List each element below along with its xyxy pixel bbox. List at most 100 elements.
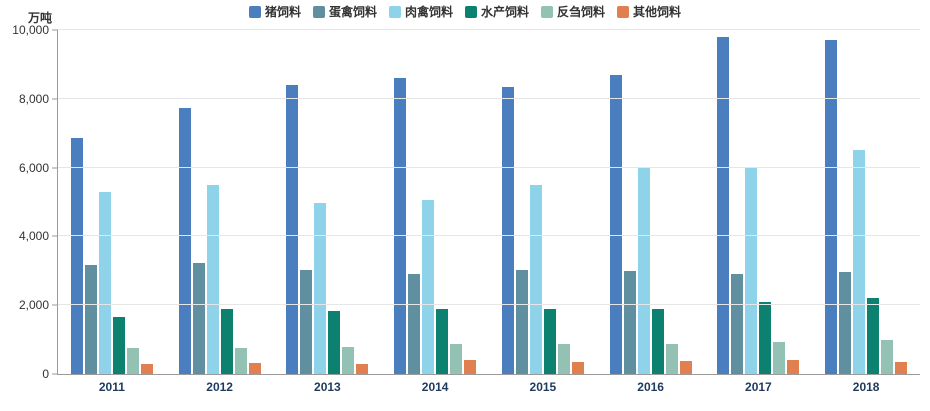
- bar-series-1-2016: [623, 270, 636, 374]
- bar-series-0-2014: [394, 78, 407, 374]
- bar-series-2-2011: [98, 191, 111, 374]
- bar-series-4-2012: [234, 347, 247, 374]
- legend-item-0[interactable]: 猪饲料: [248, 3, 301, 20]
- bar-series-2-2018: [853, 150, 866, 374]
- bar-series-0-2013: [286, 85, 299, 374]
- plot-area: 2011 2012 2013 2014 2015 2016 2017 2018 0 2,000 4…: [12, 23, 920, 394]
- y-tick-label: 6,000: [18, 160, 49, 175]
- bar-series-5-2016: [679, 360, 692, 374]
- bar-series-0-2016: [609, 74, 622, 374]
- legend-label: 其他饲料: [633, 5, 682, 19]
- bar-group-2016: 2016: [597, 30, 705, 394]
- bar-series-0-2011: [70, 138, 83, 374]
- bar-series-3-2014: [436, 308, 449, 374]
- legend-swatch-icon: [617, 5, 630, 18]
- bar-series-2-2017: [745, 167, 758, 374]
- bar-series-1-2014: [408, 274, 421, 374]
- chart-legend: 猪饲料 蛋禽饲料 肉禽饲料 水产饲料 反刍饲料 其他饲料: [0, 3, 930, 20]
- bar-series-0-2015: [501, 86, 514, 374]
- y-axis-tick-mark: [52, 304, 58, 306]
- legend-label: 猪饲料: [264, 5, 301, 19]
- bar-series-2-2012: [206, 184, 219, 374]
- bar-series-4-2018: [881, 339, 894, 374]
- y-tick-label: 4,000: [18, 229, 49, 244]
- bars-2015: [501, 30, 584, 374]
- bar-series-0-2018: [825, 39, 838, 374]
- bar-series-0-2012: [178, 108, 191, 374]
- x-axis-label-2017: 2017: [745, 380, 772, 394]
- bar-series-5-2011: [140, 363, 153, 374]
- gridline: [58, 166, 920, 168]
- legend-swatch-icon: [465, 5, 477, 18]
- x-axis-label-2012: 2012: [206, 380, 233, 394]
- legend-item-5[interactable]: 其他饲料: [617, 3, 681, 20]
- bar-series-3-2011: [112, 317, 125, 374]
- bar-series-5-2015: [571, 361, 584, 374]
- legend-label: 蛋禽饲料: [328, 5, 377, 19]
- legend-label: 反刍饲料: [557, 5, 606, 19]
- bar-series-4-2016: [665, 343, 678, 374]
- bar-group-2011: 2011: [58, 30, 166, 394]
- bar-series-2-2014: [422, 200, 435, 374]
- bar-series-1-2013: [300, 270, 313, 374]
- bar-series-3-2012: [220, 309, 233, 374]
- bars-2011: [70, 30, 153, 374]
- bar-series-1-2018: [839, 272, 852, 374]
- x-axis-label-2018: 2018: [852, 380, 880, 394]
- gridline: [58, 235, 920, 237]
- bar-series-5-2017: [787, 360, 800, 374]
- y-tick-label: 0: [42, 367, 49, 381]
- y-axis-unit-label: 万吨: [28, 11, 53, 25]
- bar-series-2-2015: [529, 184, 542, 374]
- y-tick-label: 2,000: [18, 298, 49, 313]
- bar-series-5-2012: [248, 363, 261, 374]
- y-tick-label: 10,000: [12, 23, 49, 37]
- bar-series-3-2018: [867, 298, 880, 374]
- bars-2013: [286, 30, 369, 374]
- bar-series-0-2017: [717, 36, 730, 374]
- plot-wrap: 2011 2012 2013 2014 2015 2016 2017 2018 0 2,000 4…: [12, 23, 920, 394]
- bar-series-4-2013: [342, 346, 355, 374]
- legend-item-4[interactable]: 反刍饲料: [541, 3, 605, 20]
- bar-group-2013: 2013: [274, 30, 382, 394]
- bar-series-3-2015: [543, 309, 556, 374]
- bar-series-2-2013: [314, 202, 327, 374]
- y-axis-tick-mark: [52, 29, 58, 31]
- bars-2012: [178, 30, 261, 374]
- legend-label: 水产饲料: [481, 5, 530, 19]
- x-axis-label-2015: 2015: [529, 380, 557, 394]
- bar-series-5-2014: [464, 360, 477, 374]
- bar-series-3-2013: [328, 310, 341, 374]
- gridline: [58, 29, 920, 30]
- bar-group-2012: 2012: [166, 30, 274, 394]
- bar-series-1-2012: [192, 263, 205, 374]
- bar-group-2014: 2014: [381, 30, 489, 394]
- y-tick-label: 8,000: [18, 91, 49, 106]
- legend-item-3[interactable]: 水产饲料: [465, 3, 529, 20]
- bars-2016: [609, 30, 692, 374]
- bar-series-1-2011: [84, 265, 97, 374]
- bar-group-2015: 2015: [489, 30, 597, 394]
- bar-series-1-2017: [731, 273, 744, 374]
- bar-series-3-2017: [759, 302, 772, 374]
- bar-series-4-2015: [557, 343, 570, 374]
- gridline: [58, 304, 920, 306]
- legend-swatch-icon: [388, 5, 401, 18]
- legend-item-1[interactable]: 蛋禽饲料: [312, 3, 377, 20]
- y-axis-tick-mark: [52, 98, 58, 100]
- x-axis-label-2014: 2014: [421, 380, 449, 394]
- bar-series-4-2011: [126, 347, 139, 374]
- gridline: [58, 97, 920, 99]
- legend-swatch-icon: [312, 5, 325, 18]
- bar-series-4-2014: [450, 344, 463, 374]
- legend-label: 肉禽饲料: [404, 5, 453, 19]
- bar-series-4-2017: [773, 342, 786, 374]
- y-axis-tick-mark: [52, 373, 58, 375]
- bars-2014: [394, 30, 477, 374]
- bar-series-1-2015: [515, 270, 528, 374]
- x-axis-label-2013: 2013: [314, 380, 341, 394]
- x-axis-label-2016: 2016: [637, 380, 664, 394]
- legend-item-2[interactable]: 肉禽饲料: [388, 3, 453, 20]
- legend-swatch-icon: [248, 5, 261, 18]
